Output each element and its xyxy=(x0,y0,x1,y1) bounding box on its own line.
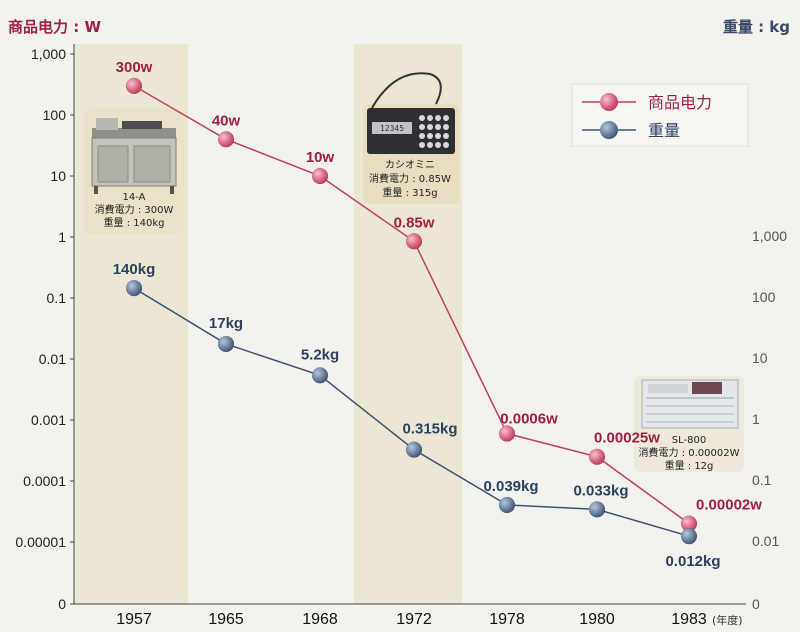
power-point xyxy=(217,131,235,148)
calculator-14a-image xyxy=(91,118,177,194)
right-tick-label: 1,000 xyxy=(752,228,787,244)
left-tick-label: 0.001 xyxy=(31,412,66,428)
power-point xyxy=(498,425,516,442)
weight-data-label: 140kg xyxy=(113,261,156,278)
weight-point xyxy=(498,496,516,514)
caption-14a-power: 消費電力 : 300W xyxy=(95,203,174,216)
power-point xyxy=(588,448,606,465)
power-data-label: 0.85w xyxy=(394,214,435,231)
x-ticks: 1957 1965 1968 1972 1978 1980 1983 xyxy=(116,611,707,628)
right-ticks: 1,000 100 10 1 0.1 0.01 0 xyxy=(752,228,787,612)
left-tick-label: 100 xyxy=(43,107,67,123)
year-suffix: (年度) xyxy=(712,613,743,627)
product-card-casio-mini: 12345 カシオミニ 消費電力 : 0.85W 重量 : 315g xyxy=(363,72,459,204)
x-tick-label: 1957 xyxy=(116,611,152,628)
product-card-sl800: SL-800 消費電力 : 0.00002W 重量 : 12g xyxy=(634,376,744,472)
weight-point xyxy=(588,501,606,518)
left-ticks: 1,000 100 10 1 0.1 0.01 0.001 0.0001 0.00001 0 xyxy=(15,46,74,612)
power-data-label: 10w xyxy=(306,149,335,166)
weight-point xyxy=(311,367,329,384)
weight-data-label: 0.315kg xyxy=(402,421,457,438)
product-card-14a: 14-A 消費電力 : 300W 重量 : 140kg xyxy=(84,108,184,234)
series-weight: 140kg 17kg 5.2kg 0.315kg 0.039kg 0.033kg 0.012… xyxy=(113,261,721,570)
x-tick-label: 1965 xyxy=(208,611,244,628)
right-tick-label: 10 xyxy=(752,350,768,366)
right-tick-label: 0.1 xyxy=(752,472,772,488)
legend-power-marker xyxy=(600,93,618,111)
left-tick-label: 0.00001 xyxy=(15,534,66,550)
legend-weight-marker xyxy=(600,121,618,139)
caption-casio-mini-power: 消費電力 : 0.85W xyxy=(369,172,451,185)
x-tick-label: 1972 xyxy=(396,611,432,628)
power-data-label: 0.00025w xyxy=(594,430,660,447)
power-point xyxy=(125,77,143,95)
left-tick-label: 1 xyxy=(58,229,66,245)
x-tick-label: 1980 xyxy=(579,611,615,628)
power-data-label: 40w xyxy=(212,112,241,129)
right-tick-label: 0 xyxy=(752,596,760,612)
caption-casio-mini-weight: 重量 : 315g xyxy=(382,186,437,199)
weight-point xyxy=(217,335,235,353)
caption-14a-weight: 重量 : 140kg xyxy=(104,216,165,229)
left-tick-label: 0.01 xyxy=(39,351,66,367)
weight-data-label: 0.012kg xyxy=(665,553,720,570)
caption-sl800-model: SL-800 xyxy=(672,435,706,446)
right-tick-label: 1 xyxy=(752,411,760,427)
power-data-label: 300w xyxy=(116,59,153,76)
caption-14a-model: 14-A xyxy=(123,192,146,203)
legend: 商品电力 重量 xyxy=(571,83,749,147)
x-tick-label: 1978 xyxy=(489,611,525,628)
left-tick-label: 0 xyxy=(58,596,66,612)
caption-sl800-power: 消費電力 : 0.00002W xyxy=(639,446,740,459)
weight-data-label: 5.2kg xyxy=(301,346,339,363)
caption-sl800-weight: 重量 : 12g xyxy=(665,459,714,472)
weight-point xyxy=(125,279,143,297)
weight-point xyxy=(405,441,423,458)
right-tick-label: 100 xyxy=(752,289,776,305)
power-data-label: 0.0006w xyxy=(500,411,558,428)
series-power: 300w 40w 10w 0.85w 0.0006w 0.00025w 0.00002w xyxy=(116,59,762,532)
x-tick-label: 1968 xyxy=(302,611,338,628)
power-point xyxy=(405,233,423,250)
right-tick-label: 0.01 xyxy=(752,533,779,549)
legend-weight-label: 重量 xyxy=(648,121,680,140)
power-data-label: 0.00002w xyxy=(696,497,762,514)
svg-text:12345: 12345 xyxy=(380,124,404,133)
caption-casio-mini-model: カシオミニ xyxy=(385,159,435,171)
weight-data-label: 17kg xyxy=(209,315,243,332)
weight-data-label: 0.039kg xyxy=(483,478,538,495)
weight-point xyxy=(680,527,698,545)
calculator-sl800-image xyxy=(641,379,739,429)
left-tick-label: 1,000 xyxy=(31,46,66,62)
legend-power-label: 商品电力 xyxy=(648,93,712,112)
left-tick-label: 0.0001 xyxy=(23,473,66,489)
x-tick-label: 1983 xyxy=(671,611,707,628)
power-point xyxy=(311,167,329,185)
right-unit-label: 重量 : kg xyxy=(723,18,790,36)
calculator-casio-mini-image: 12345 xyxy=(367,72,455,154)
left-tick-label: 0.1 xyxy=(47,290,67,306)
left-tick-label: 10 xyxy=(50,168,66,184)
weight-data-label: 0.033kg xyxy=(573,482,628,499)
left-unit-label: 商品电力 : W xyxy=(8,18,101,36)
